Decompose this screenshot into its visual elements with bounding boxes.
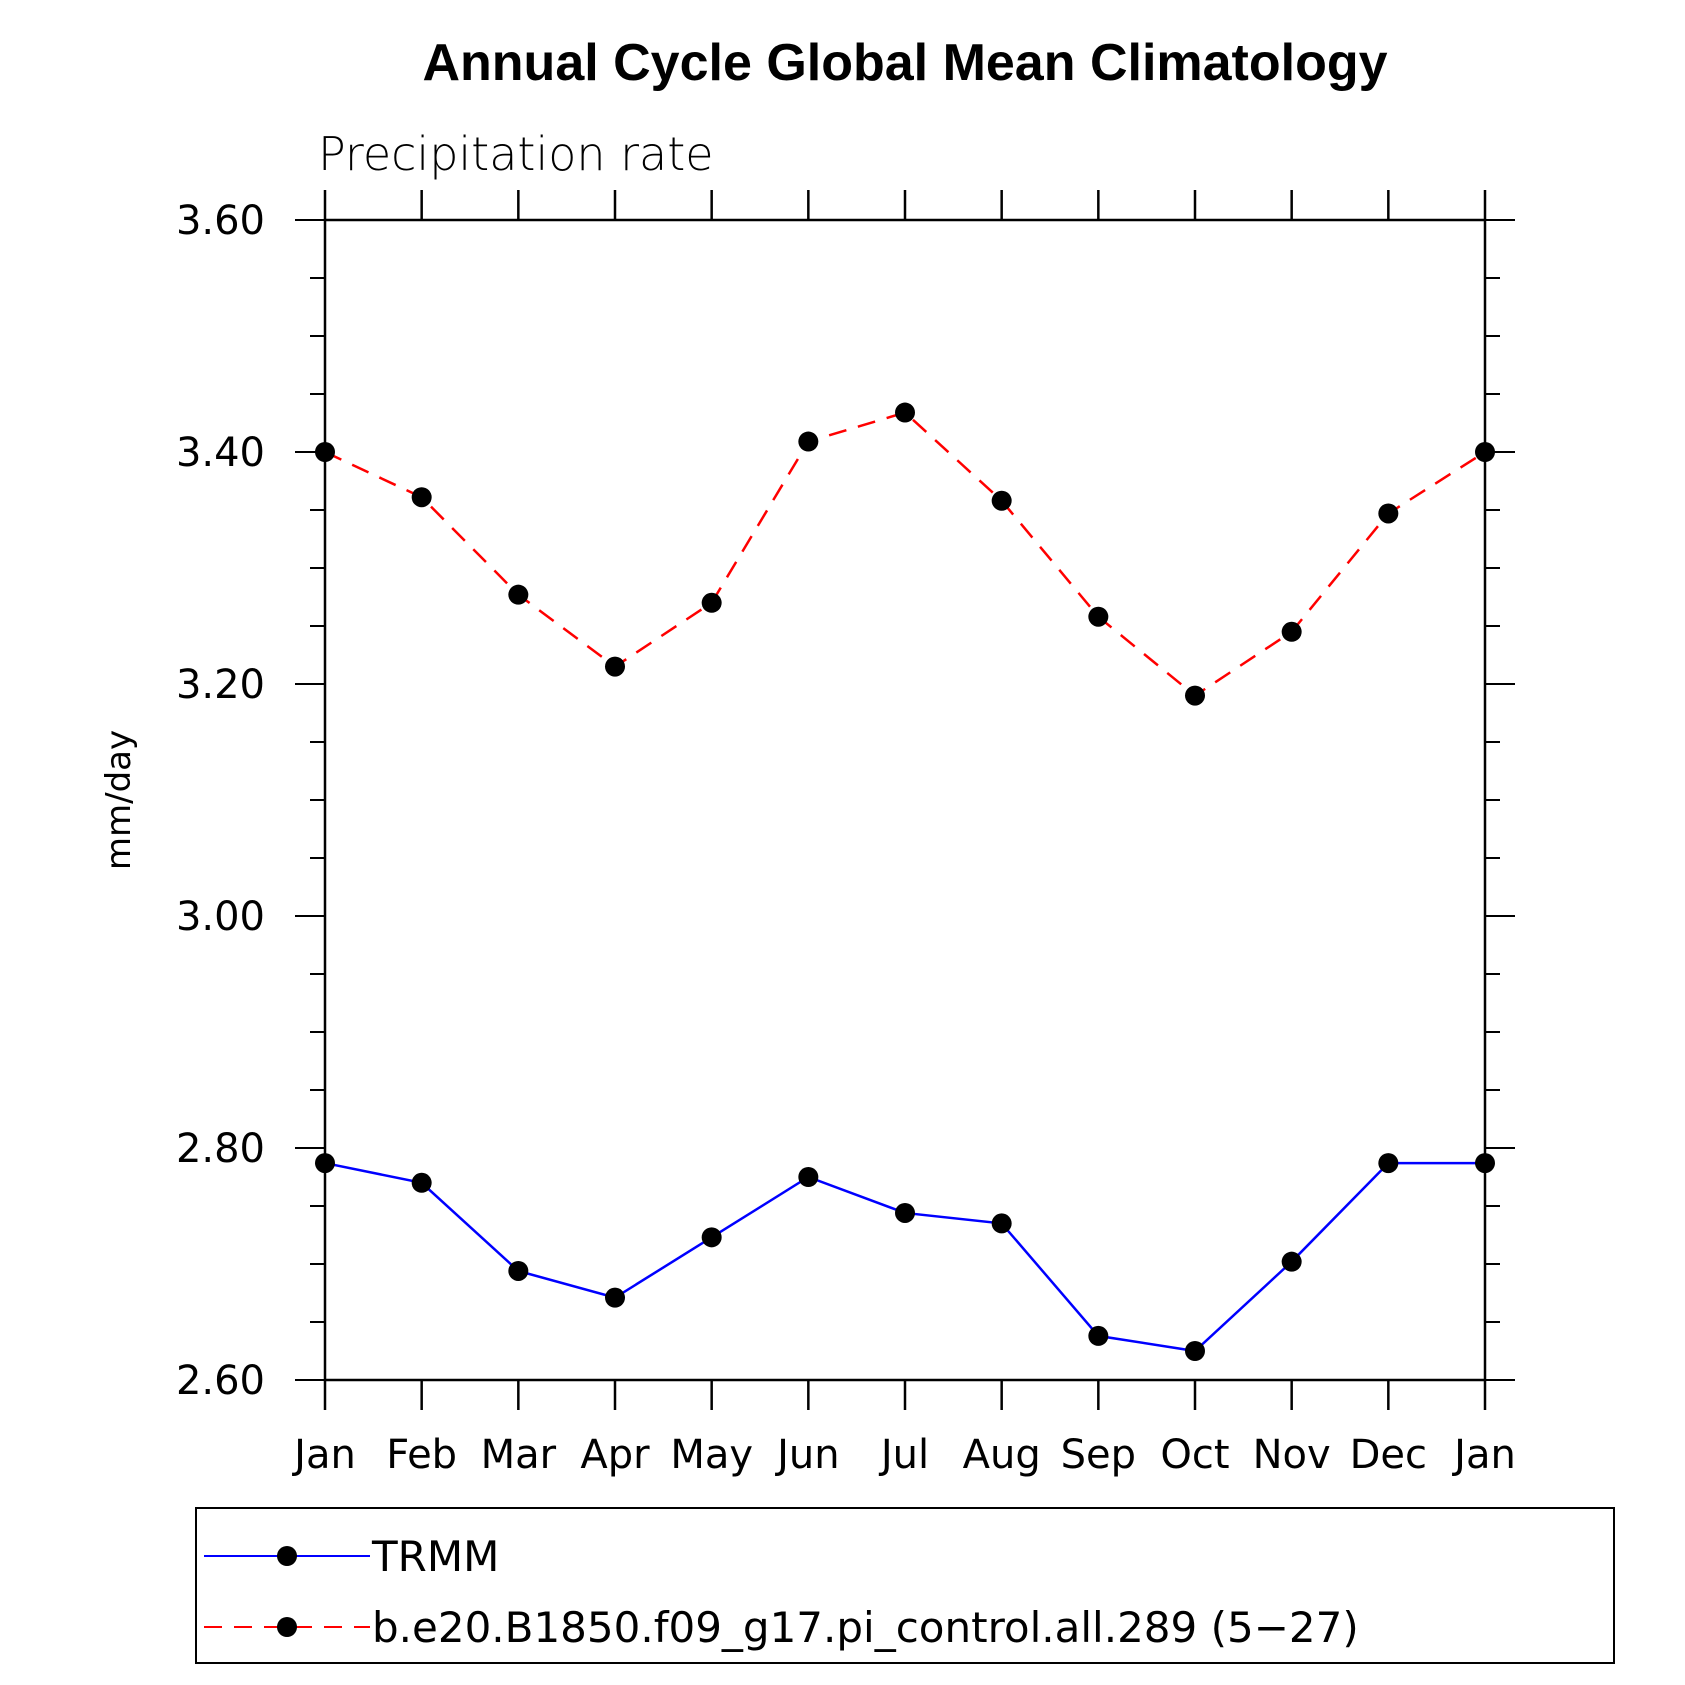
- x-tick-label: May: [670, 1432, 753, 1478]
- series-point-0: [895, 1202, 915, 1223]
- x-tick-label: Dec: [1350, 1432, 1427, 1478]
- legend-box: [195, 1507, 1615, 1664]
- plot-frame: [295, 190, 1515, 1410]
- series-point-0: [1475, 1153, 1495, 1174]
- series-point-1: [411, 487, 432, 508]
- series-point-1: [1281, 621, 1302, 642]
- x-tick-label: Feb: [386, 1432, 457, 1478]
- chart-subtitle: Precipitation rate: [318, 127, 714, 181]
- x-tick-label: Nov: [1253, 1432, 1331, 1478]
- series-point-0: [701, 1227, 722, 1248]
- x-tick-labels: Jan Feb Mar Apr May Jun Jul Aug Sep Oct Nov Dec Jan: [291, 1432, 1516, 1478]
- series-line-1: [324, 411, 1486, 698]
- series-point-1: [991, 490, 1012, 511]
- x-tick-label: Oct: [1160, 1432, 1229, 1478]
- series-point-1: [315, 442, 335, 462]
- legend-marker-model: [277, 1617, 297, 1637]
- series-point-1: [1378, 503, 1399, 524]
- y-tick-label: 3.40: [176, 430, 265, 476]
- y-tick-label: 2.80: [176, 1126, 265, 1172]
- x-tick-label: Jan: [291, 1432, 356, 1478]
- x-tick-label: Jun: [774, 1432, 840, 1478]
- series-point-0: [1378, 1153, 1399, 1174]
- series-point-1: [798, 431, 819, 452]
- series-point-1: [1475, 442, 1495, 462]
- y-tick-labels: 2.60 2.80 3.00 3.20 3.40 3.60: [176, 198, 265, 1404]
- y-tick-label: 3.20: [176, 662, 265, 708]
- series-point-0: [798, 1167, 819, 1187]
- x-tick-label: Aug: [963, 1432, 1041, 1478]
- series-point-0: [315, 1153, 335, 1174]
- series-point-0: [508, 1260, 529, 1281]
- legend: TRMM b.e20.B1850.f09_g17.pi_control.all.…: [195, 1507, 1615, 1664]
- series-point-1: [1088, 606, 1109, 627]
- series-point-0: [991, 1213, 1012, 1234]
- series-point-0: [1185, 1341, 1205, 1361]
- series-point-0: [1088, 1325, 1109, 1346]
- series-point-1: [605, 656, 625, 677]
- y-axis-label: mm/day: [99, 730, 139, 870]
- legend-marker-trmm: [277, 1546, 297, 1566]
- legend-label-trmm: TRMM: [371, 1532, 499, 1581]
- series-point-1: [1185, 685, 1205, 706]
- legend-label-model: b.e20.B1850.f09_g17.pi_control.all.289 (…: [372, 1603, 1359, 1652]
- series-line-0: [324, 1161, 1485, 1353]
- x-tick-label: Jan: [1451, 1432, 1516, 1478]
- chart-title: Annual Cycle Global Mean Climatology: [422, 34, 1387, 92]
- series-point-0: [1281, 1251, 1302, 1272]
- y-tick-label: 3.60: [176, 198, 265, 244]
- series-point-0: [411, 1172, 432, 1193]
- series-layer: [315, 402, 1495, 1361]
- series-point-0: [605, 1287, 625, 1308]
- x-tick-label: Mar: [481, 1432, 557, 1478]
- y-tick-label: 2.60: [176, 1358, 265, 1404]
- series-point-1: [701, 592, 722, 613]
- series-point-1: [895, 402, 915, 423]
- x-tick-label: Jul: [878, 1432, 929, 1478]
- y-tick-label: 3.00: [176, 894, 265, 940]
- series-point-1: [508, 584, 529, 605]
- x-tick-label: Sep: [1061, 1432, 1136, 1478]
- x-tick-label: Apr: [580, 1432, 650, 1478]
